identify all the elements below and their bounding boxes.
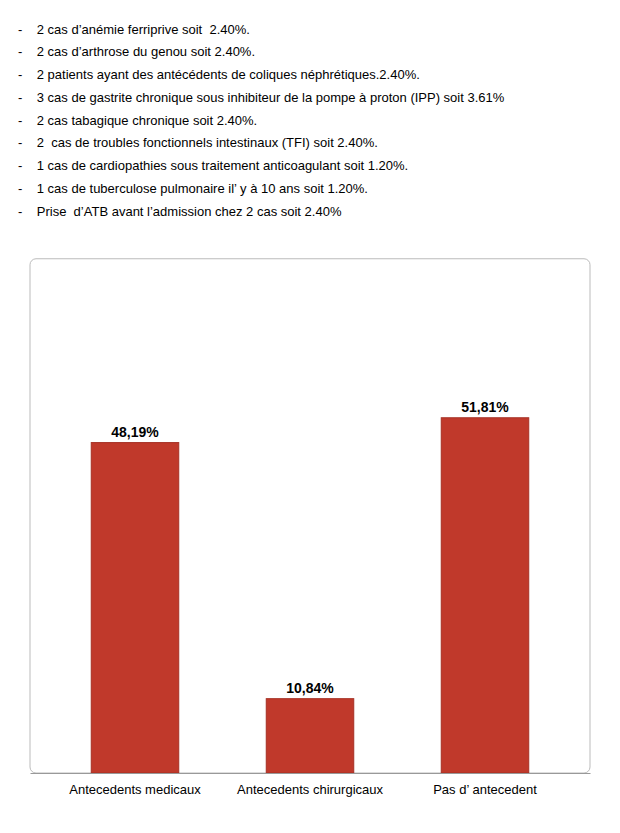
x-tick: Antecedents chirurgicaux: [237, 782, 383, 797]
bar: [91, 443, 179, 773]
x-axis-line: [31, 773, 591, 774]
annotation: - 2 cas d’anémie ferriprive soit 2.40%.: [18, 22, 250, 37]
data-label: 10,84%: [286, 680, 334, 696]
annotations: - 2 cas d’anémie ferriprive soit 2.40%. -…: [18, 22, 505, 219]
bars: [91, 418, 529, 773]
x-tick: Antecedents medicaux: [69, 782, 201, 797]
chart-svg: - 2 cas d’anémie ferriprive soit 2.40%. -…: [0, 0, 620, 833]
bar: [266, 699, 354, 773]
annotation: - 2 cas tabagique chronique soit 2.40%.: [18, 113, 257, 128]
chart-area: 48,19%10,84%51,81%Antecedents medicauxAn…: [30, 259, 591, 797]
annotation: - 1 cas de cardiopathies sous traitement…: [18, 158, 408, 173]
annotation: - 3 cas de gastrite chronique sous inhib…: [18, 90, 505, 105]
x-tick-label: Antecedents medicaux: [69, 782, 201, 797]
x-tick-label: Pas d’ antecedent: [433, 782, 537, 797]
plot-frame: [30, 259, 590, 773]
x-tick: Pas d’ antecedent: [433, 782, 537, 797]
data-labels: 48,19% 10,84% 51,81%: [111, 399, 509, 696]
bar: [441, 418, 529, 773]
annotation: - 1 cas de tuberculose pulmonaire il’ y …: [18, 181, 368, 196]
annotation: - 2 cas d’arthrose du genou soit 2.40%.: [18, 44, 255, 59]
data-label: 48,19%: [111, 424, 159, 440]
annotation: - 2 patients ayant des antécédents de co…: [18, 67, 420, 82]
annotation: - 2 cas de troubles fonctionnels intesti…: [18, 135, 378, 150]
x-tick-label: Antecedents chirurgicaux: [237, 782, 383, 797]
x-axis: Antecedents medicaux Antecedents chirurgi…: [31, 774, 591, 798]
data-label: 51,81%: [461, 399, 509, 415]
annotation: - Prise d’ATB avant l’admission chez 2 c…: [18, 204, 342, 219]
